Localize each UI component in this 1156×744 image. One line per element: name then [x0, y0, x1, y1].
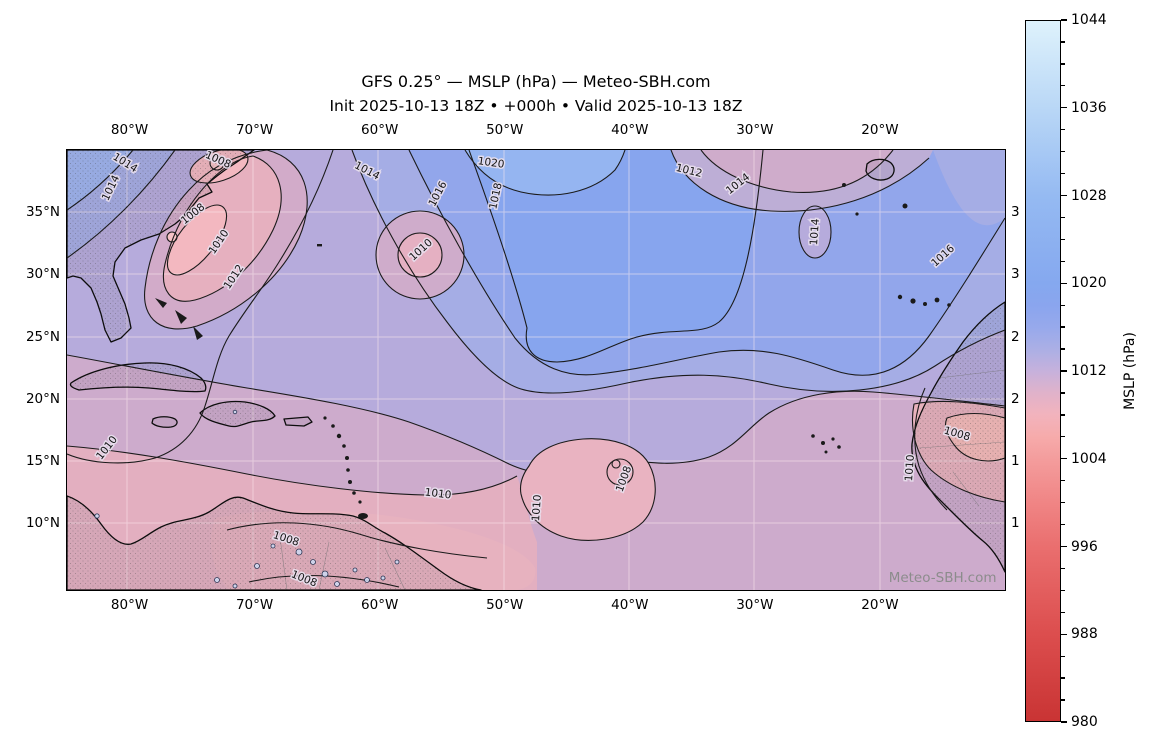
colorbar-minor-tick [1061, 216, 1065, 219]
x-tick-label: 70°W [235, 597, 274, 613]
x-tick-label: 40°W [611, 122, 649, 138]
colorbar-major-tick [1061, 282, 1067, 284]
colorbar-minor-tick [1061, 304, 1065, 306]
colorbar-minor-tick [1061, 150, 1065, 153]
colorbar-tick-label: 1020 [1071, 275, 1107, 292]
colorbar-minor-tick [1061, 172, 1065, 175]
y-tick-label: 30°N [25, 266, 60, 283]
contour-label-1020: 1020 [476, 155, 504, 171]
contour-label-1010: 1010 [903, 454, 917, 482]
colorbar-minor-tick [1061, 326, 1065, 328]
colorbar-major-tick [1061, 107, 1067, 109]
contour-label-1010: 1010 [424, 486, 452, 501]
x-tick-label: 80°W [110, 597, 149, 613]
colorbar-tick-label: 1004 [1071, 450, 1107, 467]
x-tick-label: 20°W [861, 597, 899, 613]
colorbar-major-tick [1061, 194, 1067, 197]
colorbar-tick-label: 1036 [1071, 99, 1107, 116]
colorbar-major-tick [1061, 633, 1067, 635]
colorbar-tick-label: 980 [1071, 714, 1098, 730]
page-title: GFS 0.25° — MSLP (hPa) — Meteo-SBH.com [361, 72, 711, 91]
colorbar-major-tick [1061, 721, 1067, 723]
colorbar-minor-tick [1061, 480, 1065, 482]
x-tick-label: 60°W [361, 597, 399, 613]
y-tick-label: 25°N [25, 328, 60, 345]
colorbar-major-tick [1061, 370, 1067, 372]
colorbar-tick-label: 1012 [1071, 363, 1107, 379]
x-tick-label: 80°W [110, 122, 149, 138]
colorbar-major-tick [1061, 458, 1067, 460]
y-tick-label-right-clipped: 2 [1011, 390, 1020, 407]
colorbar-major-tick [1061, 19, 1067, 21]
colorbar-minor-tick [1061, 436, 1065, 438]
isobar-contours [66, 149, 1005, 588]
colorbar-axis-label: MSLP (hPa) [1122, 332, 1138, 410]
x-tick-label: 70°W [235, 122, 274, 138]
colorbar-minor-tick [1061, 238, 1065, 241]
colorbar-tick-label: 1028 [1071, 187, 1107, 204]
colorbar-minor-tick [1061, 567, 1065, 570]
y-tick-label-right-clipped: 3 [1011, 266, 1020, 283]
watermark: Meteo-SBH.com [888, 569, 997, 586]
colorbar-tick-label: 996 [1071, 538, 1098, 555]
x-tick-label: 40°W [611, 597, 649, 613]
terrain-speckles [93, 409, 399, 588]
colorbar-tick-label: 1044 [1071, 12, 1107, 28]
y-tick-label: 20°N [25, 390, 60, 407]
y-tick-label-right-clipped: 3 [1011, 204, 1020, 221]
small-islands [154, 182, 951, 519]
y-tick-label: 10°N [25, 515, 60, 532]
colorbar-minor-tick [1061, 611, 1065, 613]
x-tick-label: 30°W [736, 597, 774, 613]
x-tick-label: 60°W [361, 122, 399, 138]
x-tick-label: 30°W [736, 122, 774, 138]
colorbar-minor-tick [1061, 501, 1065, 504]
colorbar-minor-tick [1061, 699, 1065, 701]
map-canvas: 1014 1014 1008 1008 1010 1012 1014 1016 1018 1020… [65, 148, 1006, 591]
y-tick-label-right-clipped: 2 [1011, 328, 1020, 345]
colorbar-minor-tick [1061, 85, 1065, 87]
colorbar-minor-tick [1061, 41, 1065, 43]
colorbar-tick-label: 988 [1071, 626, 1098, 643]
colorbar-minor-tick [1061, 392, 1065, 394]
colorbar-minor-tick [1061, 260, 1065, 262]
colorbar [1025, 20, 1061, 722]
x-tick-label: 50°W [486, 597, 524, 613]
x-tick-label: 20°W [861, 122, 899, 138]
plot-subtitle: Init 2025-10-13 18Z • +000h • Valid 2025… [329, 97, 743, 115]
contour-label-1010: 1010 [530, 494, 544, 522]
y-tick-label-right-clipped: 1 [1011, 453, 1020, 469]
y-tick-label: 35°N [25, 204, 60, 221]
colorbar-minor-tick [1061, 348, 1065, 350]
y-tick-label: 15°N [25, 453, 60, 469]
colorbar-minor-tick [1061, 129, 1065, 131]
colorbar-minor-tick [1061, 414, 1065, 416]
colorbar-major-tick [1061, 545, 1067, 548]
colorbar-minor-tick [1061, 677, 1065, 679]
y-tick-label-right-clipped: 1 [1011, 515, 1020, 532]
colorbar-minor-tick [1061, 655, 1065, 657]
contour-label-1014: 1014 [808, 217, 822, 245]
colorbar-minor-tick [1061, 63, 1065, 65]
x-tick-label: 50°W [486, 122, 524, 138]
colorbar-minor-tick [1061, 523, 1065, 526]
colorbar-minor-tick [1061, 589, 1065, 592]
